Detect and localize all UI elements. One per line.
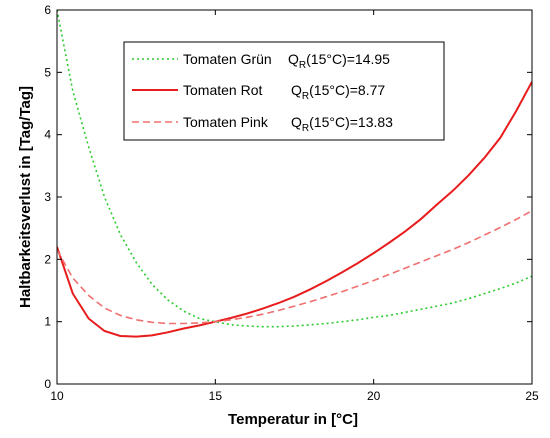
legend-label-0: Tomaten Grün xyxy=(183,51,272,67)
x-tick-label-0: 10 xyxy=(50,389,64,403)
legend: Tomaten Grün QR(15°C)=14.95 Tomaten Rot QR(… xyxy=(123,41,445,141)
x-tick-label-1: 15 xyxy=(209,389,223,403)
legend-q-0: QR(15°C)=14.95 xyxy=(288,51,390,71)
series-line-0 xyxy=(57,10,532,328)
x-tick-label-2: 20 xyxy=(367,389,381,403)
y-tick-label-0: 0 xyxy=(44,377,51,391)
y-tick-label-1: 1 xyxy=(44,315,51,329)
series-line-1 xyxy=(57,81,532,338)
y-tick-label-3: 3 xyxy=(44,190,51,204)
y-axis-label: Haltbarkeitsverlust in [Tag/Tag] xyxy=(17,86,34,308)
plot-area xyxy=(57,10,532,338)
y-tick-label-5: 5 xyxy=(44,65,51,79)
x-axis-label: Temperatur in [°C] xyxy=(228,411,358,428)
legend-label-1: Tomaten Rot xyxy=(183,82,262,98)
legend-label-2: Tomaten Pink xyxy=(183,114,269,130)
axes: 10 15 20 25 0 1 2 3 4 5 6 xyxy=(44,3,539,403)
legend-q-1: QR(15°C)=8.77 xyxy=(291,82,385,102)
series-line-2 xyxy=(57,209,532,325)
y-tick-label-6: 6 xyxy=(44,3,51,17)
y-tick-label-2: 2 xyxy=(44,252,51,266)
y-tick-label-4: 4 xyxy=(44,128,51,142)
legend-q-2: QR(15°C)=13.83 xyxy=(291,114,393,134)
x-tick-label-3: 25 xyxy=(525,389,539,403)
